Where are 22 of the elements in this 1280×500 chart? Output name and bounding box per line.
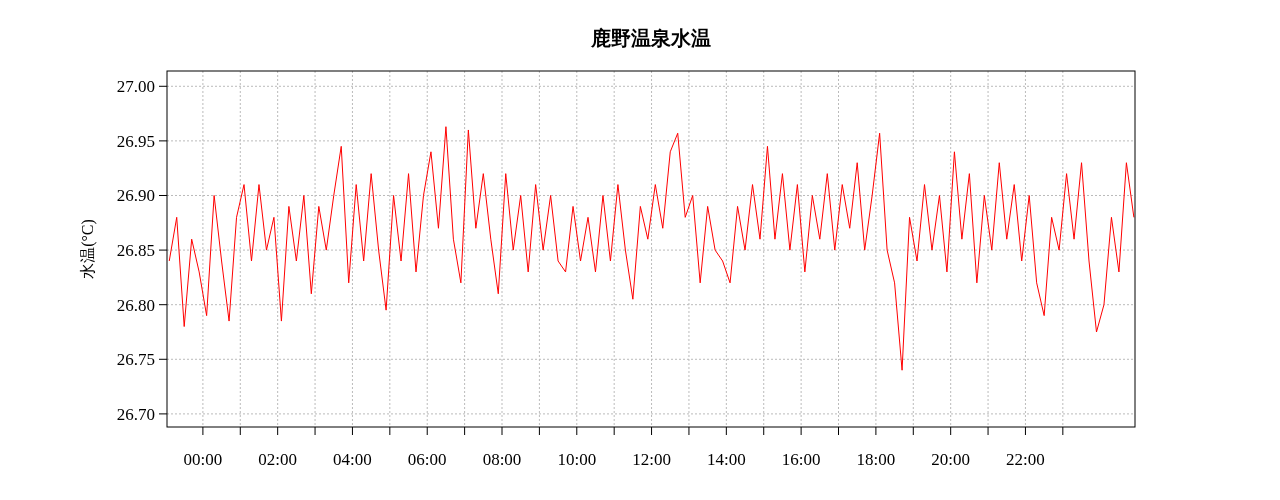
y-axis-title: 水温(°C)	[79, 219, 97, 279]
x-tick-label: 22:00	[1006, 450, 1045, 469]
line-series	[168, 126, 1135, 371]
x-tick-label: 04:00	[333, 450, 372, 469]
y-tick-label: 26.70	[116, 404, 155, 424]
y-tick-label: 26.95	[116, 131, 155, 151]
y-tick-label: 26.80	[116, 295, 155, 315]
x-tick-label: 14:00	[706, 450, 746, 469]
x-tick-label: 20:00	[931, 450, 971, 469]
y-tick-label: 27.00	[116, 77, 155, 97]
x-tick-label: 02:00	[258, 450, 298, 469]
x-tick-label: 16:00	[781, 450, 821, 469]
x-tick-label: 10:00	[557, 450, 597, 469]
x-tick-label: 18:00	[856, 450, 896, 469]
x-tick-label: 08:00	[482, 450, 522, 469]
x-tick-label: 00:00	[183, 450, 223, 469]
y-tick-label: 26.85	[116, 241, 155, 261]
y-tick-label: 26.75	[116, 350, 155, 370]
chart-title: 鹿野温泉水温	[590, 27, 711, 49]
x-tick-label: 12:00	[632, 450, 671, 469]
x-tick-label: 06:00	[407, 450, 447, 469]
y-tick-label: 26.90	[116, 186, 155, 206]
